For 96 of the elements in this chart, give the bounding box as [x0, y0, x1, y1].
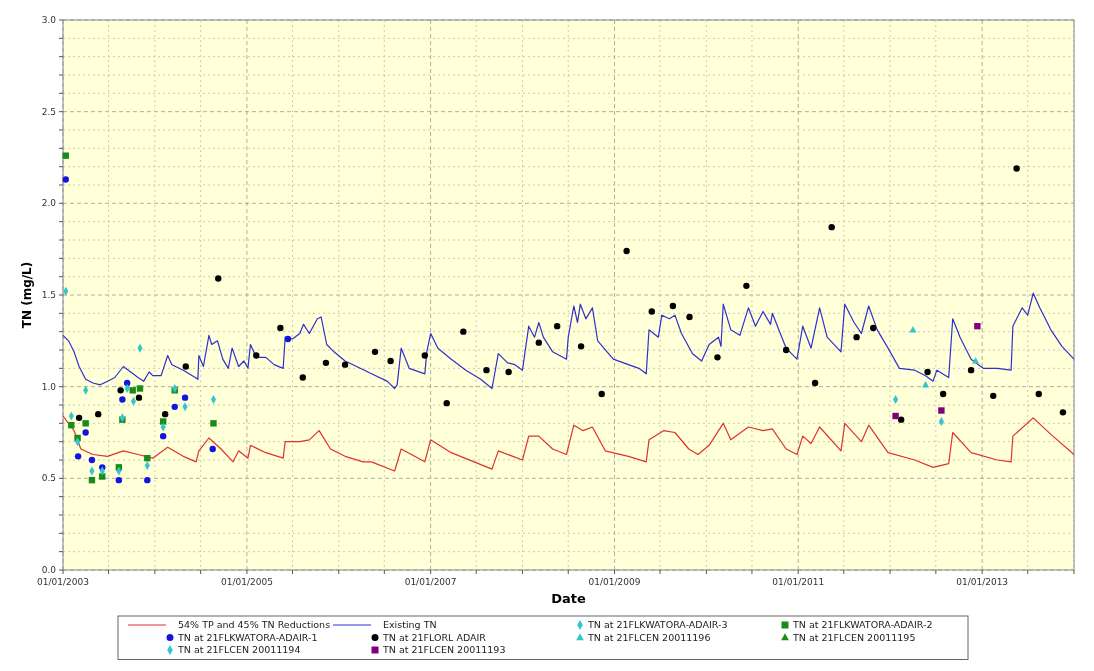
point — [972, 357, 980, 364]
point — [215, 275, 222, 282]
point — [171, 403, 178, 411]
point — [669, 302, 677, 310]
point — [460, 328, 467, 335]
point — [123, 379, 131, 387]
point — [1013, 165, 1020, 172]
point — [990, 392, 997, 400]
point — [130, 396, 137, 406]
point — [483, 366, 490, 374]
legend-label: TN at 21FLORL ADAIR — [382, 631, 487, 643]
legend-label: TN at 21FLCEN 20011195 — [792, 631, 916, 643]
point — [1035, 390, 1042, 398]
legend-label: TN at 21FLCEN 20011194 — [177, 644, 301, 656]
point — [648, 308, 655, 315]
point — [74, 453, 82, 460]
point — [853, 333, 860, 341]
point — [62, 152, 69, 159]
point — [299, 374, 306, 381]
point — [277, 324, 284, 332]
legend-label: TN at 21FLKWATORA-ADAIR-2 — [792, 619, 933, 631]
point — [68, 421, 75, 429]
point — [210, 395, 217, 404]
y-tick-label: 1.5 — [41, 290, 56, 301]
point — [387, 357, 394, 365]
point — [443, 399, 450, 407]
line-series — [62, 415, 1075, 472]
x-tick-label: 01/01/2005 — [221, 577, 273, 587]
point — [924, 368, 931, 376]
y-tick-label: 2.5 — [41, 106, 56, 117]
point — [161, 410, 169, 418]
point — [62, 176, 69, 183]
point — [82, 420, 89, 427]
point — [129, 387, 136, 394]
x-tick-label: 01/01/2003 — [37, 577, 89, 587]
point — [782, 346, 790, 354]
point — [322, 359, 330, 367]
point — [159, 432, 167, 440]
y-tick-label: 2.0 — [41, 198, 57, 209]
point — [341, 361, 349, 368]
x-tick-label: 01/01/2007 — [404, 577, 457, 587]
legend-label: Existing TN — [383, 619, 437, 631]
point — [253, 352, 260, 359]
y-tick-label: 0.0 — [41, 565, 57, 576]
x-tick-label: 01/01/2013 — [956, 577, 1009, 587]
point — [505, 368, 512, 376]
point — [811, 379, 819, 387]
point — [623, 247, 630, 255]
point — [371, 348, 379, 356]
point — [135, 394, 143, 401]
point — [159, 418, 167, 425]
point — [115, 476, 123, 484]
y-tick-label: 1.0 — [41, 381, 57, 392]
point — [939, 390, 947, 398]
point — [284, 335, 292, 343]
point — [938, 407, 945, 414]
point — [144, 476, 151, 484]
point — [828, 223, 835, 231]
line-series — [62, 292, 1075, 390]
point — [535, 339, 543, 346]
point — [897, 416, 905, 423]
legend-label: TN at 21FLKWATORA-ADAIR-3 — [587, 619, 728, 631]
y-tick-label: 0.5 — [41, 473, 56, 484]
point — [892, 412, 899, 420]
y-tick-label: 3.0 — [41, 15, 57, 26]
point — [598, 390, 605, 398]
point — [870, 324, 877, 332]
point — [714, 354, 721, 361]
point — [974, 322, 981, 330]
point — [743, 282, 750, 290]
point — [95, 410, 102, 418]
legend-label: 54% TP and 45% TN Reductions — [178, 619, 331, 631]
point — [136, 385, 144, 392]
point — [75, 414, 83, 422]
x-axis-title: Date — [551, 591, 586, 606]
x-tick-label: 01/01/2009 — [588, 577, 641, 587]
y-axis-title: TN (mg/L) — [20, 261, 34, 329]
point — [210, 420, 217, 427]
point — [181, 394, 189, 401]
legend-label: TN at 21FLCEN 20011193 — [382, 644, 506, 656]
x-tick-label: 01/01/2011 — [772, 577, 825, 587]
point — [117, 387, 124, 394]
point — [88, 456, 96, 464]
point — [1059, 409, 1067, 416]
point — [553, 322, 561, 330]
point — [209, 445, 216, 453]
legend-label: TN at 21FLKWATORA-ADAIR-1 — [177, 631, 318, 643]
legend-label: TN at 21FLCEN 20011196 — [587, 631, 711, 643]
point — [182, 363, 189, 370]
point — [421, 352, 429, 359]
point — [967, 366, 975, 374]
point — [99, 473, 106, 480]
point — [686, 313, 693, 321]
point — [82, 429, 89, 436]
point — [119, 396, 126, 403]
point — [577, 343, 585, 350]
